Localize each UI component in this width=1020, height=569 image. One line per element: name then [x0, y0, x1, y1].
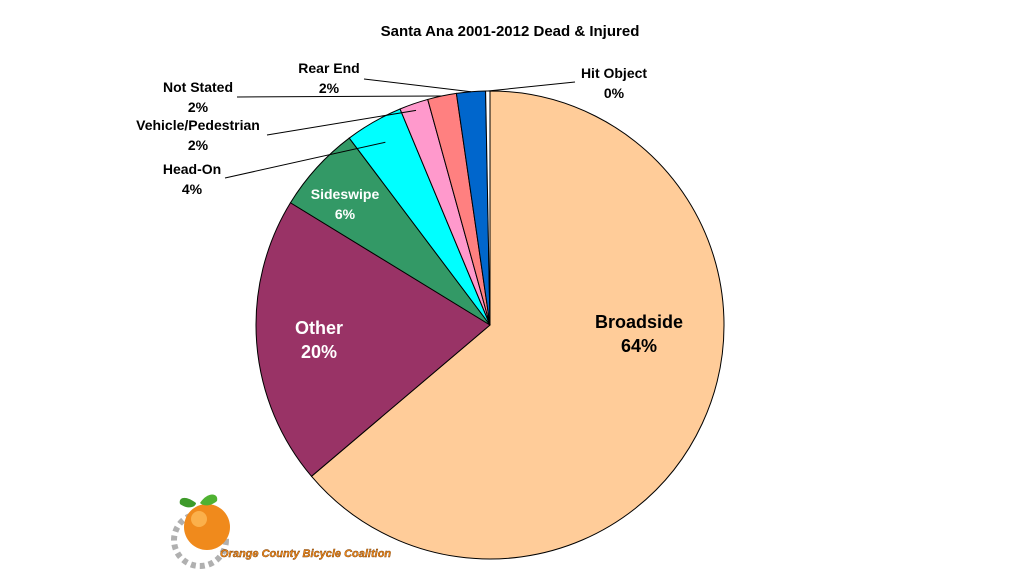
- slice-label: Broadside: [595, 312, 683, 332]
- slice-value-label: 64%: [621, 336, 657, 356]
- slice-label: Sideswipe: [311, 186, 380, 202]
- slice-value-label: 0%: [604, 85, 625, 101]
- leader-line: [224, 141, 386, 179]
- pie-slices: [255, 90, 725, 560]
- slice-value-label: 2%: [188, 137, 209, 153]
- slice-label: Not Stated: [163, 79, 233, 95]
- leader-line: [363, 78, 472, 93]
- pie-slice-broadside: [310, 90, 725, 560]
- slice-label: Rear End: [298, 60, 359, 76]
- slice-value-label: 2%: [188, 99, 209, 115]
- slice-value-label: 2%: [319, 80, 340, 96]
- leader-lines: [224, 78, 576, 179]
- leader-line: [266, 109, 417, 136]
- slice-value-label: 4%: [182, 181, 203, 197]
- leader-line: [236, 95, 442, 98]
- orange-county-bicycle-coalition-logo: Orange County Bicycle Coalition: [171, 494, 392, 569]
- leader-line: [487, 81, 576, 92]
- slice-labels: Broadside 64% Other 20% Sideswipe 6% Head-On 4%…: [136, 60, 683, 362]
- slice-label: Head-On: [163, 161, 221, 177]
- slice-value-label: 6%: [335, 206, 356, 222]
- slice-label: Hit Object: [581, 65, 647, 81]
- slice-value-label: 20%: [301, 342, 337, 362]
- leaf-icon: [179, 497, 196, 508]
- pie-slice-other: [255, 202, 491, 478]
- chart-title: Santa Ana 2001-2012 Dead & Injured: [381, 23, 640, 40]
- slice-label: Other: [295, 318, 343, 338]
- orange-icon: [184, 504, 230, 550]
- leaf-icon: [200, 494, 218, 506]
- slice-label: Vehicle/Pedestrian: [136, 117, 260, 133]
- logo-text: Orange County Bicycle Coalition: [220, 548, 391, 560]
